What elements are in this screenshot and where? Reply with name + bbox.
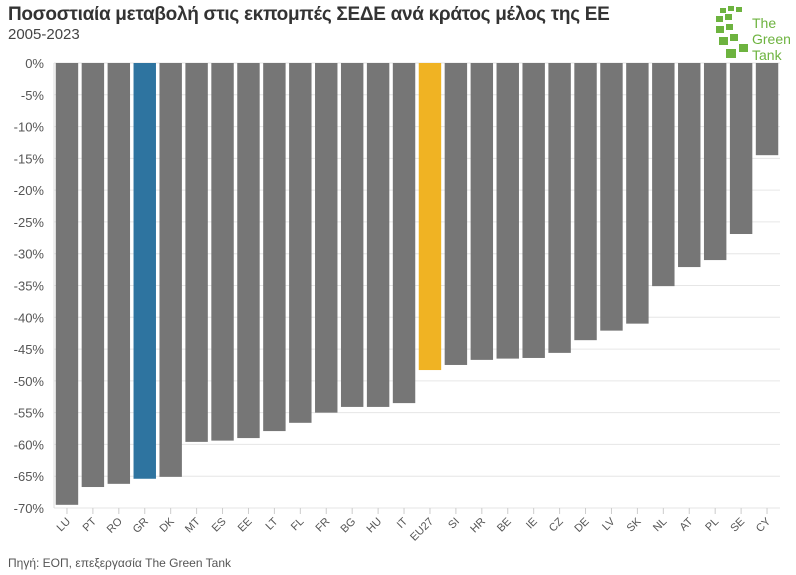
x-tick-label: CY [754,515,774,535]
bar-nl [652,63,675,287]
bar-lv [600,63,623,331]
svg-text:The: The [752,15,776,31]
y-tick-label: -15% [14,151,45,166]
x-tick-label: NL [651,516,669,534]
bar-pl [703,63,727,261]
x-tick-label: EU27 [408,516,436,544]
x-tick-label: ES [210,516,229,535]
bar-ee [237,63,260,439]
x-tick-label: SE [728,516,747,535]
bar-mt [185,63,208,442]
bar-dk [159,63,182,477]
x-tick-label: SK [625,515,644,534]
bar-it [392,63,416,404]
bar-sk [626,63,649,324]
chart-title: Ποσοστιαία μεταβολή στις εκπομπές ΣΕΔΕ α… [8,4,610,25]
bar-lu [55,63,79,505]
bar-eu27 [418,63,442,371]
bar-hu [366,63,390,407]
bar-fl [289,63,312,423]
x-tick-label: EE [236,516,255,535]
x-tick-label: FL [289,516,307,534]
y-tick-label: -60% [14,437,45,452]
x-tick-label: CZ [547,515,566,534]
y-tick-label: -35% [14,279,45,294]
x-tick-label: LV [600,515,618,533]
bar-es [211,63,234,441]
y-tick-label: -10% [14,120,45,135]
x-tick-label: BE [495,516,514,535]
y-tick-label: -40% [14,310,45,325]
x-tick-label: SI [446,516,462,532]
x-tick-label: FR [314,516,333,535]
bar-lt [263,63,286,432]
bar-ie [522,63,545,358]
y-tick-label: -65% [14,469,45,484]
x-tick-label: DE [572,516,591,535]
bar-ro [107,63,131,484]
x-tick-label: LU [55,516,73,534]
bar-cy [755,63,779,156]
bar-fr [315,63,338,413]
bar-be [496,63,519,359]
bar-se [729,63,753,235]
x-tick-label: RO [105,515,125,535]
bar-cz [548,63,571,353]
x-tick-label: GR [131,516,151,536]
y-tick-label: -50% [14,374,45,389]
bar-gr [133,63,156,479]
y-tick-label: -45% [14,342,45,357]
x-tick-label: MT [183,515,203,535]
chart-subtitle: 2005-2023 [8,26,80,43]
green-tank-logo: The Green Tank [716,6,791,63]
x-tick-label: PT [81,515,100,534]
bar-si [444,63,468,365]
y-tick-label: -70% [14,501,45,516]
y-tick-label: -30% [14,247,45,262]
bar-hr [470,63,494,360]
bar-de [574,63,597,341]
y-tick-label: -25% [14,215,45,230]
bar-bg [340,63,364,407]
x-tick-label: LT [264,515,281,532]
x-tick-label: IE [524,516,540,532]
x-tick-label: HR [468,516,488,536]
y-tick-label: -20% [14,183,45,198]
x-tick-label: IT [395,515,411,531]
x-tick-label: PL [703,516,721,534]
x-tick-label: BG [339,516,359,536]
svg-text:Green: Green [752,31,791,47]
source-note: Πηγή: ΕΟΠ, επεξεργασία The Green Tank [8,556,231,570]
bar-at [678,63,701,268]
x-tick-label: DK [158,515,178,535]
y-tick-label: -5% [21,88,45,103]
svg-text:Tank: Tank [752,47,783,63]
bar-pt [81,63,105,488]
x-tick-label: AT [678,515,696,533]
y-tick-label: -55% [14,406,45,421]
x-tick-label: HU [365,516,385,536]
y-tick-label: 0% [25,56,44,71]
